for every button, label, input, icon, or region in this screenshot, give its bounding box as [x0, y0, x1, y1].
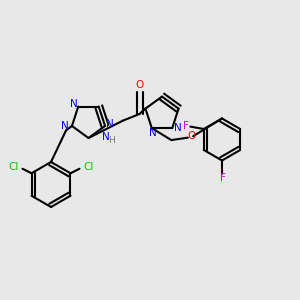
Text: F: F: [184, 121, 189, 131]
Text: O: O: [188, 130, 196, 141]
Text: N: N: [61, 121, 69, 131]
Text: N: N: [102, 132, 110, 142]
Text: F: F: [220, 173, 226, 183]
Text: H: H: [108, 136, 115, 145]
Text: N: N: [149, 128, 157, 139]
Text: N: N: [106, 119, 113, 130]
Text: N: N: [70, 98, 78, 109]
Text: N: N: [174, 123, 182, 133]
Text: Cl: Cl: [8, 162, 19, 172]
Text: O: O: [135, 80, 144, 91]
Text: Cl: Cl: [83, 162, 94, 172]
